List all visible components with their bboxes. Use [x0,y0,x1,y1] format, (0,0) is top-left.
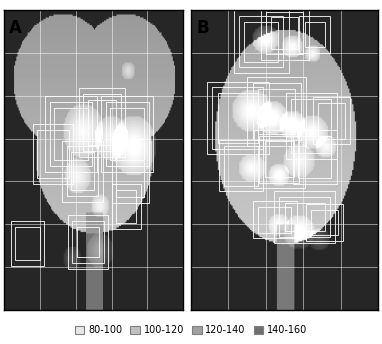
Bar [254,130,305,189]
Text: B: B [197,19,209,37]
Bar [261,6,309,60]
Bar [291,99,332,153]
Bar [207,82,269,154]
Bar [247,77,306,146]
Bar [45,96,97,172]
Bar [219,140,263,191]
Bar [11,221,44,266]
Bar [258,89,295,134]
Bar [286,93,337,159]
Bar [54,108,88,160]
Bar [88,100,116,145]
Bar [71,152,94,190]
Bar [259,136,299,183]
Bar [239,16,283,67]
Bar [311,210,338,236]
Bar [244,22,278,62]
Bar [318,103,345,139]
Bar [66,147,98,196]
Bar [306,204,343,241]
Bar [72,221,104,263]
Bar [112,139,149,203]
Bar [33,124,73,184]
Bar [253,201,296,238]
Bar [212,87,263,149]
Bar [225,146,258,186]
Bar [285,203,325,231]
Bar [264,141,294,177]
Bar [271,18,298,49]
Bar [116,190,136,223]
Bar [37,130,69,178]
Bar [274,191,335,243]
Bar [298,136,332,179]
Bar [234,10,289,73]
Bar [299,16,330,53]
Bar [50,101,92,166]
Bar [313,97,350,144]
Bar [15,227,40,260]
Bar [68,215,108,269]
Bar [305,22,325,47]
Bar [116,145,144,197]
Bar [266,12,303,54]
Bar [258,207,291,233]
Bar [279,197,330,237]
Text: A: A [9,19,22,37]
Bar [102,96,153,172]
Bar [62,140,102,202]
Legend: 80-100, 100-120, 120-140, 140-160: 80-100, 100-120, 120-140, 140-160 [71,321,311,339]
Bar [293,130,337,184]
Bar [112,184,141,229]
Bar [110,108,144,160]
Bar [77,227,99,257]
Bar [218,93,258,143]
Bar [84,94,121,151]
Bar [79,88,125,157]
Bar [106,101,149,166]
Bar [253,83,301,140]
